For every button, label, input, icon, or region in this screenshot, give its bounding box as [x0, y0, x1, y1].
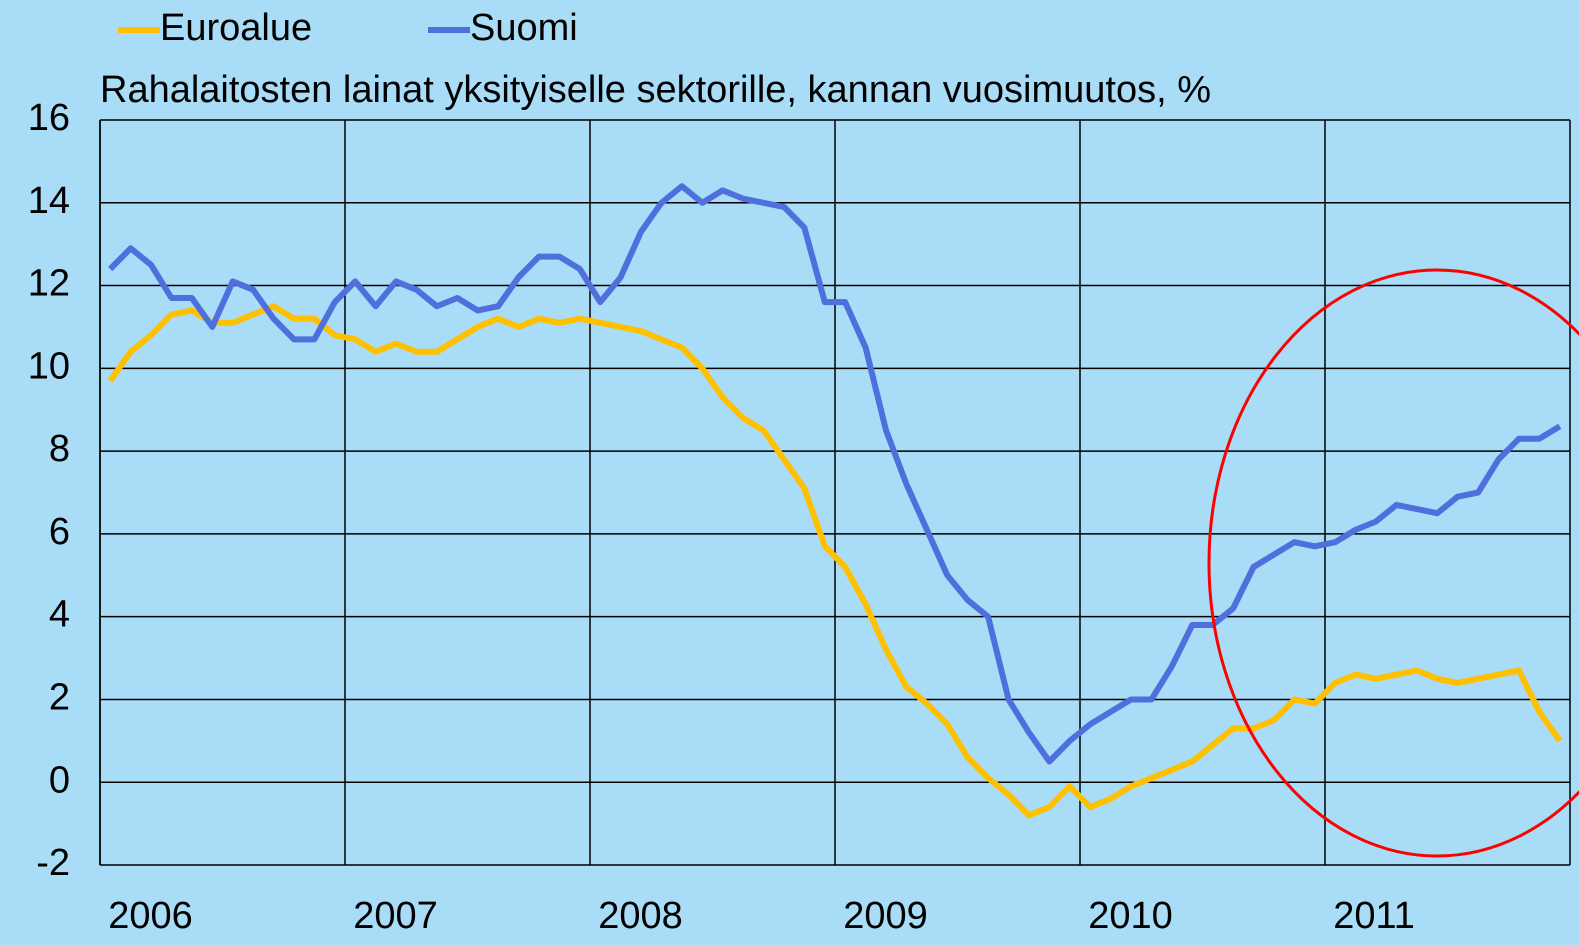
- chart-title: Rahalaitosten lainat yksityiselle sektor…: [100, 69, 1211, 111]
- legend-label: Suomi: [470, 7, 578, 49]
- y-tick-label: 12: [28, 263, 70, 305]
- x-tick-label: 2006: [108, 895, 193, 937]
- y-tick-label: 8: [49, 428, 70, 470]
- x-tick-label: 2009: [843, 895, 928, 937]
- series-line: [107, 303, 1563, 819]
- y-tick-label: 16: [28, 97, 70, 139]
- y-tick-label: 14: [28, 180, 70, 222]
- y-tick-label: 4: [49, 594, 70, 636]
- x-tick-label: 2011: [1333, 895, 1415, 937]
- y-tick-label: 10: [28, 345, 70, 387]
- highlight-ellipse: [1207, 268, 1579, 858]
- legend-label: Euroalue: [160, 7, 312, 49]
- x-tick-label: 2010: [1088, 895, 1173, 937]
- y-tick-label: 6: [49, 511, 70, 553]
- y-tick-label: -2: [36, 842, 70, 884]
- y-tick-label: 0: [49, 759, 70, 801]
- x-tick-label: 2008: [598, 895, 683, 937]
- y-tick-label: 2: [49, 676, 70, 718]
- x-tick-label: 2007: [353, 895, 438, 937]
- series-line: [108, 183, 1562, 765]
